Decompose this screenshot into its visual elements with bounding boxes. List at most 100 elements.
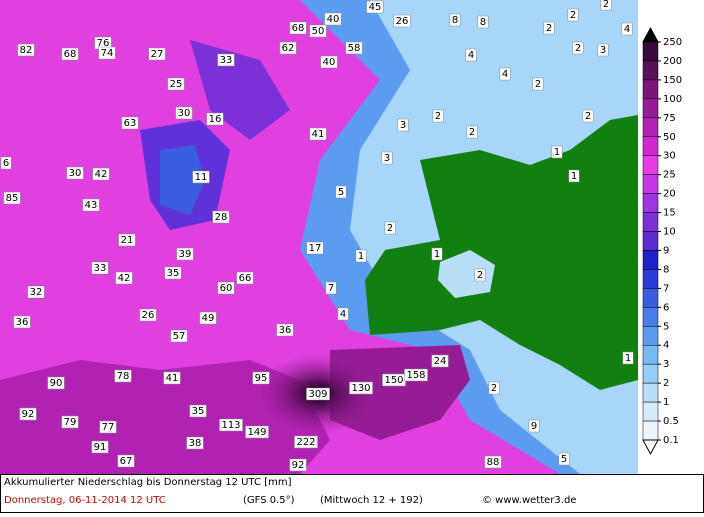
map-label: 113 <box>219 418 243 432</box>
map-label-text: 1 <box>625 353 631 364</box>
map-label-text: 57 <box>173 331 186 342</box>
map-label: 1 <box>431 247 443 261</box>
map-label-box <box>465 48 477 62</box>
map-label-text: 68 <box>64 49 77 60</box>
map-label-text: 33 <box>220 55 233 66</box>
map-label-text: 78 <box>117 371 130 382</box>
region-south <box>0 360 330 474</box>
map-label-box <box>600 0 612 11</box>
map-label: 41 <box>309 127 327 141</box>
map-label: 50 <box>309 24 327 38</box>
map-label: 33 <box>91 261 109 275</box>
map-label: 77 <box>99 420 117 434</box>
legend-tick-label: 150 <box>663 75 682 86</box>
map-label: 32 <box>27 285 45 299</box>
map-label-text: 2 <box>477 270 483 281</box>
map-label-text: 3 <box>384 153 390 164</box>
map-label-box <box>61 47 79 61</box>
map-label-box <box>13 315 31 329</box>
map-label: 60 <box>217 281 235 295</box>
map-label: 150 <box>382 373 406 387</box>
map-label: 2 <box>466 125 478 139</box>
map-label: 74 <box>98 46 116 60</box>
map-label: 67 <box>117 454 135 468</box>
map-label-text: 41 <box>312 129 325 140</box>
map-label-box <box>355 249 367 263</box>
map-label-box <box>192 170 210 184</box>
map-label: 2 <box>384 221 396 235</box>
map-label-text: 58 <box>348 43 361 54</box>
map-label-box <box>621 22 633 36</box>
map-label-text: 3 <box>400 120 406 131</box>
map-label: 8 <box>477 15 489 29</box>
legend-swatch <box>642 136 659 156</box>
map-label: 4 <box>337 307 349 321</box>
map-label: 79 <box>61 415 79 429</box>
legend-swatch <box>642 231 659 251</box>
map-label: 88 <box>484 455 502 469</box>
map-label-box <box>335 185 347 199</box>
map-label-box <box>121 116 139 130</box>
map-label-box <box>306 387 330 401</box>
caption-model: (GFS 0.5°) <box>243 495 295 506</box>
map-label-text: 149 <box>247 427 266 438</box>
map-label-text: 2 <box>603 0 609 10</box>
map-label-text: 28 <box>215 212 228 223</box>
map-label: 36 <box>13 315 31 329</box>
map-label-box <box>384 221 396 235</box>
map-label: 62 <box>279 41 297 55</box>
map-label-box <box>567 8 579 22</box>
map-label-text: 4 <box>340 309 346 320</box>
map-label-box <box>474 268 486 282</box>
map-label-text: 7 <box>328 283 334 294</box>
map-label: 30 <box>66 166 84 180</box>
map-label-box <box>163 371 181 385</box>
map-label: 1 <box>551 145 563 159</box>
map-label-text: 309 <box>308 389 327 400</box>
map-label: 17 <box>306 241 324 255</box>
map-label-box <box>91 440 109 454</box>
map-label-box <box>176 247 194 261</box>
map-label-text: 130 <box>351 383 370 394</box>
legend-swatch <box>642 344 659 365</box>
map-label-box <box>431 247 443 261</box>
map-label-box <box>309 24 327 38</box>
map-label-text: 68 <box>292 23 305 34</box>
map-label-text: 8 <box>480 17 486 28</box>
map-label-text: 5 <box>338 187 344 198</box>
caption-credit: © www.wetter3.de <box>482 495 576 506</box>
map-label-text: 40 <box>327 14 340 25</box>
map-label: 158 <box>404 368 428 382</box>
map-label-text: 43 <box>85 200 98 211</box>
map-label-box <box>397 118 409 132</box>
map-label-text: 1 <box>554 147 560 158</box>
map-label-box <box>148 47 166 61</box>
region-green <box>365 115 638 390</box>
map-label-box <box>543 21 555 35</box>
map-label-text: 95 <box>255 373 268 384</box>
map-label-box <box>170 329 188 343</box>
map-label: 3 <box>597 43 609 57</box>
map-label: 24 <box>431 354 449 368</box>
map-label-text: 49 <box>202 313 215 324</box>
map-label: 42 <box>92 167 110 181</box>
map-label-box <box>47 376 65 390</box>
legend-tick-label: 100 <box>663 94 682 105</box>
map-label: 149 <box>245 425 269 439</box>
legend-tick-label: 10 <box>663 227 676 238</box>
map-label-box <box>558 452 570 466</box>
legend-tick-label: 25 <box>663 170 676 181</box>
map-label: 3 <box>381 151 393 165</box>
map-label-box <box>98 46 116 60</box>
map-label-text: 35 <box>167 268 180 279</box>
map-label-text: 11 <box>195 172 208 183</box>
map-label-box <box>337 307 349 321</box>
map-label-box <box>622 351 634 365</box>
map-label: 2 <box>488 381 500 395</box>
map-label-text: 90 <box>50 378 63 389</box>
legend-tick-label: 6 <box>663 302 669 313</box>
map-label-text: 150 <box>384 375 403 386</box>
map-label-text: 30 <box>178 108 191 119</box>
